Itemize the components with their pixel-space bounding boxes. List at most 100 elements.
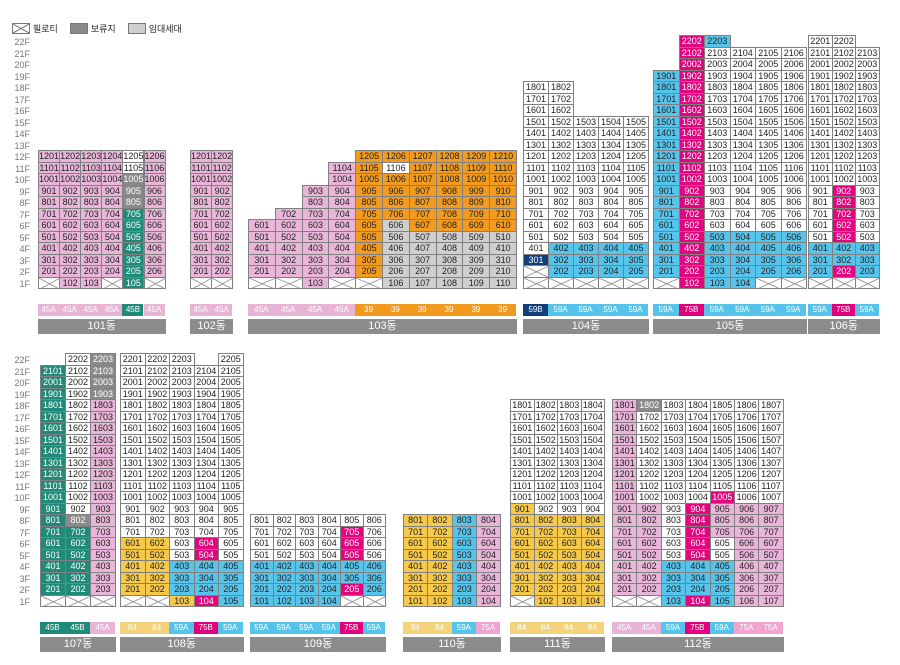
unit-cell[interactable]: 603	[557, 537, 582, 550]
unit-cell[interactable]: 2104	[729, 46, 756, 59]
unit-cell[interactable]: 1901	[808, 69, 833, 82]
unit-cell[interactable]: 302	[636, 571, 662, 584]
unit-cell[interactable]: 1006	[734, 491, 760, 504]
unit-cell[interactable]: 804	[729, 196, 756, 209]
unit-cell[interactable]: 703	[169, 525, 195, 538]
unit-cell[interactable]: 902	[59, 184, 82, 197]
unit-cell[interactable]: 801	[38, 196, 61, 209]
unit-cell[interactable]: 802	[533, 514, 558, 527]
unit-cell[interactable]: 601	[38, 219, 61, 232]
unit-cell[interactable]: 103	[295, 594, 319, 607]
unit-cell[interactable]: 1605	[755, 104, 782, 117]
piloti-icon[interactable]	[855, 276, 880, 289]
unit-cell[interactable]: 104	[580, 594, 605, 607]
unit-cell[interactable]: 107	[408, 276, 437, 289]
unit-cell[interactable]: 1107	[758, 479, 784, 492]
unit-cell[interactable]: 307	[408, 253, 437, 266]
unit-cell[interactable]: 604	[729, 219, 756, 232]
unit-cell[interactable]: 1001	[808, 173, 833, 186]
unit-cell[interactable]: 1601	[40, 422, 66, 435]
unit-cell[interactable]: 802	[211, 196, 234, 209]
unit-cell[interactable]: 302	[144, 571, 170, 584]
unit-cell[interactable]: 406	[362, 560, 386, 573]
unit-cell[interactable]: 201	[250, 583, 274, 596]
unit-cell[interactable]: 706	[734, 525, 760, 538]
unit-cell[interactable]: 601	[120, 537, 146, 550]
unit-cell[interactable]: 1102	[831, 161, 856, 174]
unit-cell[interactable]: 1506	[734, 433, 760, 446]
unit-cell[interactable]: 704	[193, 525, 219, 538]
unit-cell[interactable]: 401	[510, 560, 535, 573]
unit-cell[interactable]: 2203	[90, 353, 116, 366]
unit-cell[interactable]: 1305	[709, 456, 735, 469]
unit-cell[interactable]: 2002	[831, 58, 856, 71]
unit-cell[interactable]: 1203	[660, 468, 687, 481]
unit-cell[interactable]: 2002	[678, 58, 705, 71]
unit-cell[interactable]: 1210	[489, 150, 517, 163]
unit-cell[interactable]: 504	[729, 230, 756, 243]
unit-cell[interactable]: 208	[435, 265, 464, 278]
unit-cell[interactable]: 807	[408, 196, 437, 209]
unit-cell[interactable]: 401	[120, 560, 146, 573]
unit-cell[interactable]: 1402	[548, 127, 574, 140]
unit-cell[interactable]: 905	[755, 184, 782, 197]
unit-cell[interactable]: 702	[427, 525, 453, 538]
unit-cell[interactable]: 604	[101, 219, 124, 232]
unit-cell[interactable]: 2103	[169, 364, 195, 377]
unit-cell[interactable]: 705	[122, 207, 145, 220]
unit-cell[interactable]: 1207	[758, 468, 784, 481]
unit-cell[interactable]: 1001	[120, 491, 146, 504]
unit-cell[interactable]: 1105	[623, 161, 649, 174]
unit-cell[interactable]: 1302	[533, 456, 558, 469]
unit-cell[interactable]: 1504	[685, 433, 711, 446]
unit-cell[interactable]: 904	[328, 184, 357, 197]
unit-cell[interactable]: 1507	[758, 433, 784, 446]
unit-cell[interactable]: 1204	[101, 150, 124, 163]
unit-cell[interactable]: 402	[831, 242, 856, 255]
unit-cell[interactable]: 605	[623, 219, 649, 232]
unit-cell[interactable]: 303	[855, 253, 880, 266]
unit-cell[interactable]: 106	[382, 276, 410, 289]
unit-cell[interactable]: 602	[678, 219, 705, 232]
unit-cell[interactable]: 1304	[580, 456, 605, 469]
unit-cell[interactable]: 504	[328, 230, 357, 243]
unit-cell[interactable]: 905	[623, 184, 649, 197]
unit-cell[interactable]: 1203	[855, 150, 880, 163]
unit-cell[interactable]: 1007	[758, 491, 784, 504]
unit-cell[interactable]: 1801	[510, 399, 535, 412]
unit-cell[interactable]: 1404	[598, 127, 624, 140]
unit-cell[interactable]: 1101	[190, 161, 213, 174]
unit-cell[interactable]: 301	[190, 253, 213, 266]
unit-cell[interactable]: 901	[653, 184, 680, 197]
unit-cell[interactable]: 504	[598, 230, 624, 243]
unit-cell[interactable]: 1304	[598, 138, 624, 151]
unit-cell[interactable]: 1001	[510, 491, 535, 504]
unit-cell[interactable]: 203	[169, 583, 195, 596]
unit-cell[interactable]: 1201	[510, 468, 535, 481]
piloti-icon[interactable]	[598, 276, 624, 289]
unit-cell[interactable]: 2003	[169, 376, 195, 389]
unit-cell[interactable]: 505	[755, 230, 782, 243]
unit-cell[interactable]: 1402	[678, 127, 705, 140]
unit-cell[interactable]: 1607	[758, 422, 784, 435]
unit-cell[interactable]: 2005	[218, 376, 244, 389]
unit-cell[interactable]: 104	[729, 276, 756, 289]
unit-cell[interactable]: 110	[489, 276, 517, 289]
unit-cell[interactable]: 1303	[573, 138, 599, 151]
unit-cell[interactable]: 1101	[40, 479, 66, 492]
unit-cell[interactable]: 1001	[612, 491, 638, 504]
unit-cell[interactable]: 601	[248, 219, 276, 232]
unit-cell[interactable]: 1206	[780, 150, 807, 163]
unit-cell[interactable]: 1606	[734, 422, 760, 435]
unit-cell[interactable]: 1104	[101, 161, 124, 174]
unit-cell[interactable]: 801	[523, 196, 549, 209]
unit-cell[interactable]: 1605	[709, 422, 735, 435]
unit-cell[interactable]: 1102	[144, 479, 170, 492]
unit-cell[interactable]: 901	[120, 502, 146, 515]
unit-cell[interactable]: 701	[808, 207, 833, 220]
unit-cell[interactable]: 301	[250, 571, 274, 584]
unit-cell[interactable]: 1703	[660, 410, 687, 423]
unit-cell[interactable]: 1701	[120, 410, 146, 423]
unit-cell[interactable]: 401	[250, 560, 274, 573]
unit-cell[interactable]: 203	[301, 265, 330, 278]
